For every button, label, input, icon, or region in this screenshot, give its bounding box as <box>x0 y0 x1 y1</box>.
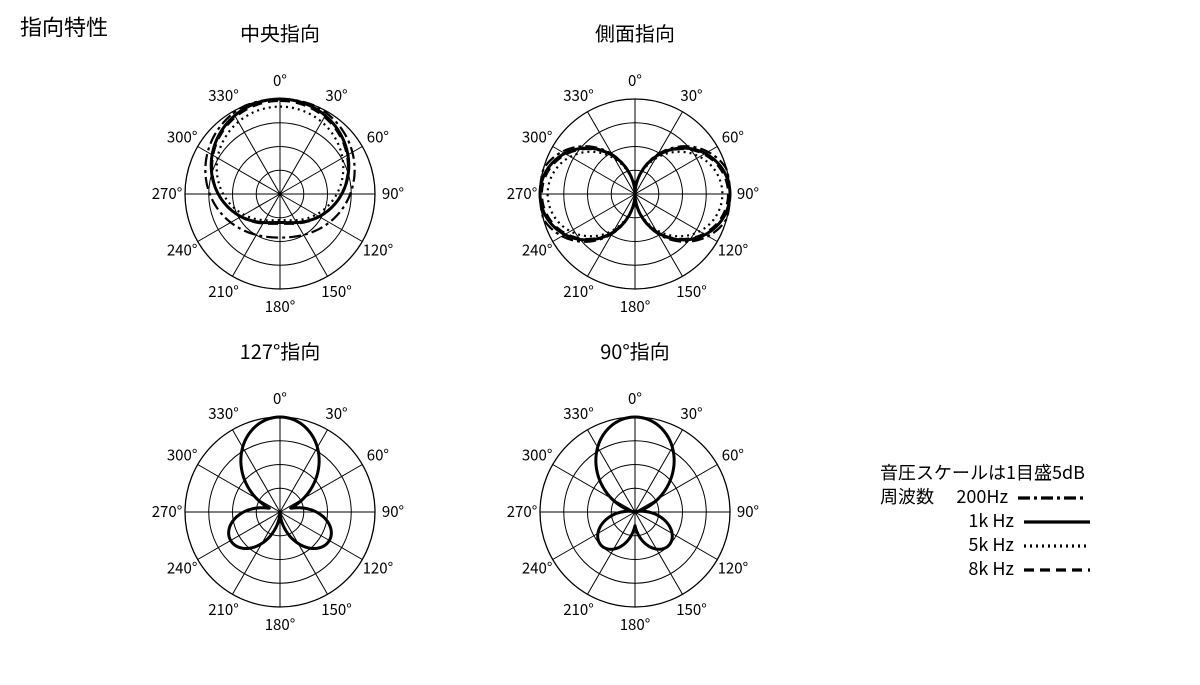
angle-label: 90° <box>382 183 404 204</box>
angle-label: 150° <box>676 599 707 620</box>
angle-label: 60° <box>367 127 389 148</box>
polar-plot: 0° 30° 60° 90° 120° 150° 180° 210° 240° 270° 300° 3… <box>130 362 430 662</box>
angle-label: 150° <box>676 281 707 302</box>
legend-freq-label: 200Hz <box>948 484 1008 508</box>
angle-label: 0° <box>273 70 287 91</box>
angle-label: 270° <box>152 501 183 522</box>
angle-label: 210° <box>208 281 239 302</box>
angle-label: 150° <box>321 281 352 302</box>
angle-label: 300° <box>167 445 198 466</box>
angle-label: 120° <box>363 558 394 579</box>
angle-label: 300° <box>522 445 553 466</box>
legend-freq-label: 1k Hz <box>954 508 1014 532</box>
angle-label: 330° <box>563 403 594 424</box>
page-title: 指向特性 <box>20 10 108 42</box>
angle-label: 300° <box>522 127 553 148</box>
angle-label: 240° <box>522 558 553 579</box>
angle-label: 210° <box>208 599 239 620</box>
legend-item: 8k Hz <box>880 556 1092 580</box>
chart-title: 90°指向 <box>485 336 785 365</box>
angle-label: 120° <box>718 240 749 261</box>
chart-title: 側面指向 <box>485 18 785 47</box>
angle-label: 30° <box>680 85 702 106</box>
angle-label: 180° <box>620 614 651 635</box>
angle-label: 60° <box>367 445 389 466</box>
legend-line-sample <box>1016 490 1086 506</box>
angle-label: 90° <box>737 501 759 522</box>
legend-freq-header: 周波数 <box>880 483 934 509</box>
legend-item: 1k Hz <box>880 508 1092 532</box>
angle-label: 0° <box>273 388 287 409</box>
angle-label: 120° <box>718 558 749 579</box>
legend-freq-label: 5k Hz <box>954 532 1014 556</box>
angle-label: 180° <box>265 614 296 635</box>
angle-label: 180° <box>265 296 296 317</box>
angle-label: 180° <box>620 296 651 317</box>
chart-title: 127°指向 <box>130 336 430 365</box>
angle-label: 60° <box>722 445 744 466</box>
legend-item: 周波数 200Hz <box>880 484 1092 508</box>
angle-label: 0° <box>628 388 642 409</box>
angle-label: 330° <box>208 85 239 106</box>
angle-label: 30° <box>680 403 702 424</box>
legend-item: 5k Hz <box>880 532 1092 556</box>
angle-label: 120° <box>363 240 394 261</box>
angle-label: 210° <box>563 599 594 620</box>
page-root: 指向特性 中央指向 0° 30° 60° 90° 120° 150° 180° 210° 240°… <box>0 0 1200 685</box>
angle-label: 330° <box>563 85 594 106</box>
angle-label: 0° <box>628 70 642 91</box>
angle-label: 60° <box>722 127 744 148</box>
chart-title: 中央指向 <box>130 18 430 47</box>
legend-line-sample <box>1022 562 1092 578</box>
angle-label: 150° <box>321 599 352 620</box>
legend: 音圧スケールは1目盛5dB周波数 200Hz1k Hz5k Hz8k Hz <box>880 460 1092 580</box>
angle-label: 300° <box>167 127 198 148</box>
legend-scale-note: 音圧スケールは1目盛5dB <box>880 460 1092 484</box>
legend-line-sample <box>1022 514 1092 530</box>
angle-label: 270° <box>507 183 538 204</box>
angle-label: 30° <box>325 403 347 424</box>
angle-label: 240° <box>167 558 198 579</box>
angle-label: 30° <box>325 85 347 106</box>
angle-label: 270° <box>152 183 183 204</box>
angle-label: 270° <box>507 501 538 522</box>
legend-line-sample <box>1022 538 1092 554</box>
polar-plot: 0° 30° 60° 90° 120° 150° 180° 210° 240° 270° 300° 3… <box>485 44 785 344</box>
angle-label: 90° <box>737 183 759 204</box>
legend-freq-label: 8k Hz <box>954 556 1014 580</box>
angle-label: 330° <box>208 403 239 424</box>
angle-label: 90° <box>382 501 404 522</box>
angle-label: 210° <box>563 281 594 302</box>
angle-label: 240° <box>167 240 198 261</box>
polar-plot: 0° 30° 60° 90° 120° 150° 180° 210° 240° 270° 300° 3… <box>130 44 430 344</box>
angle-label: 240° <box>522 240 553 261</box>
polar-plot: 0° 30° 60° 90° 120° 150° 180° 210° 240° 270° 300° 3… <box>485 362 785 662</box>
